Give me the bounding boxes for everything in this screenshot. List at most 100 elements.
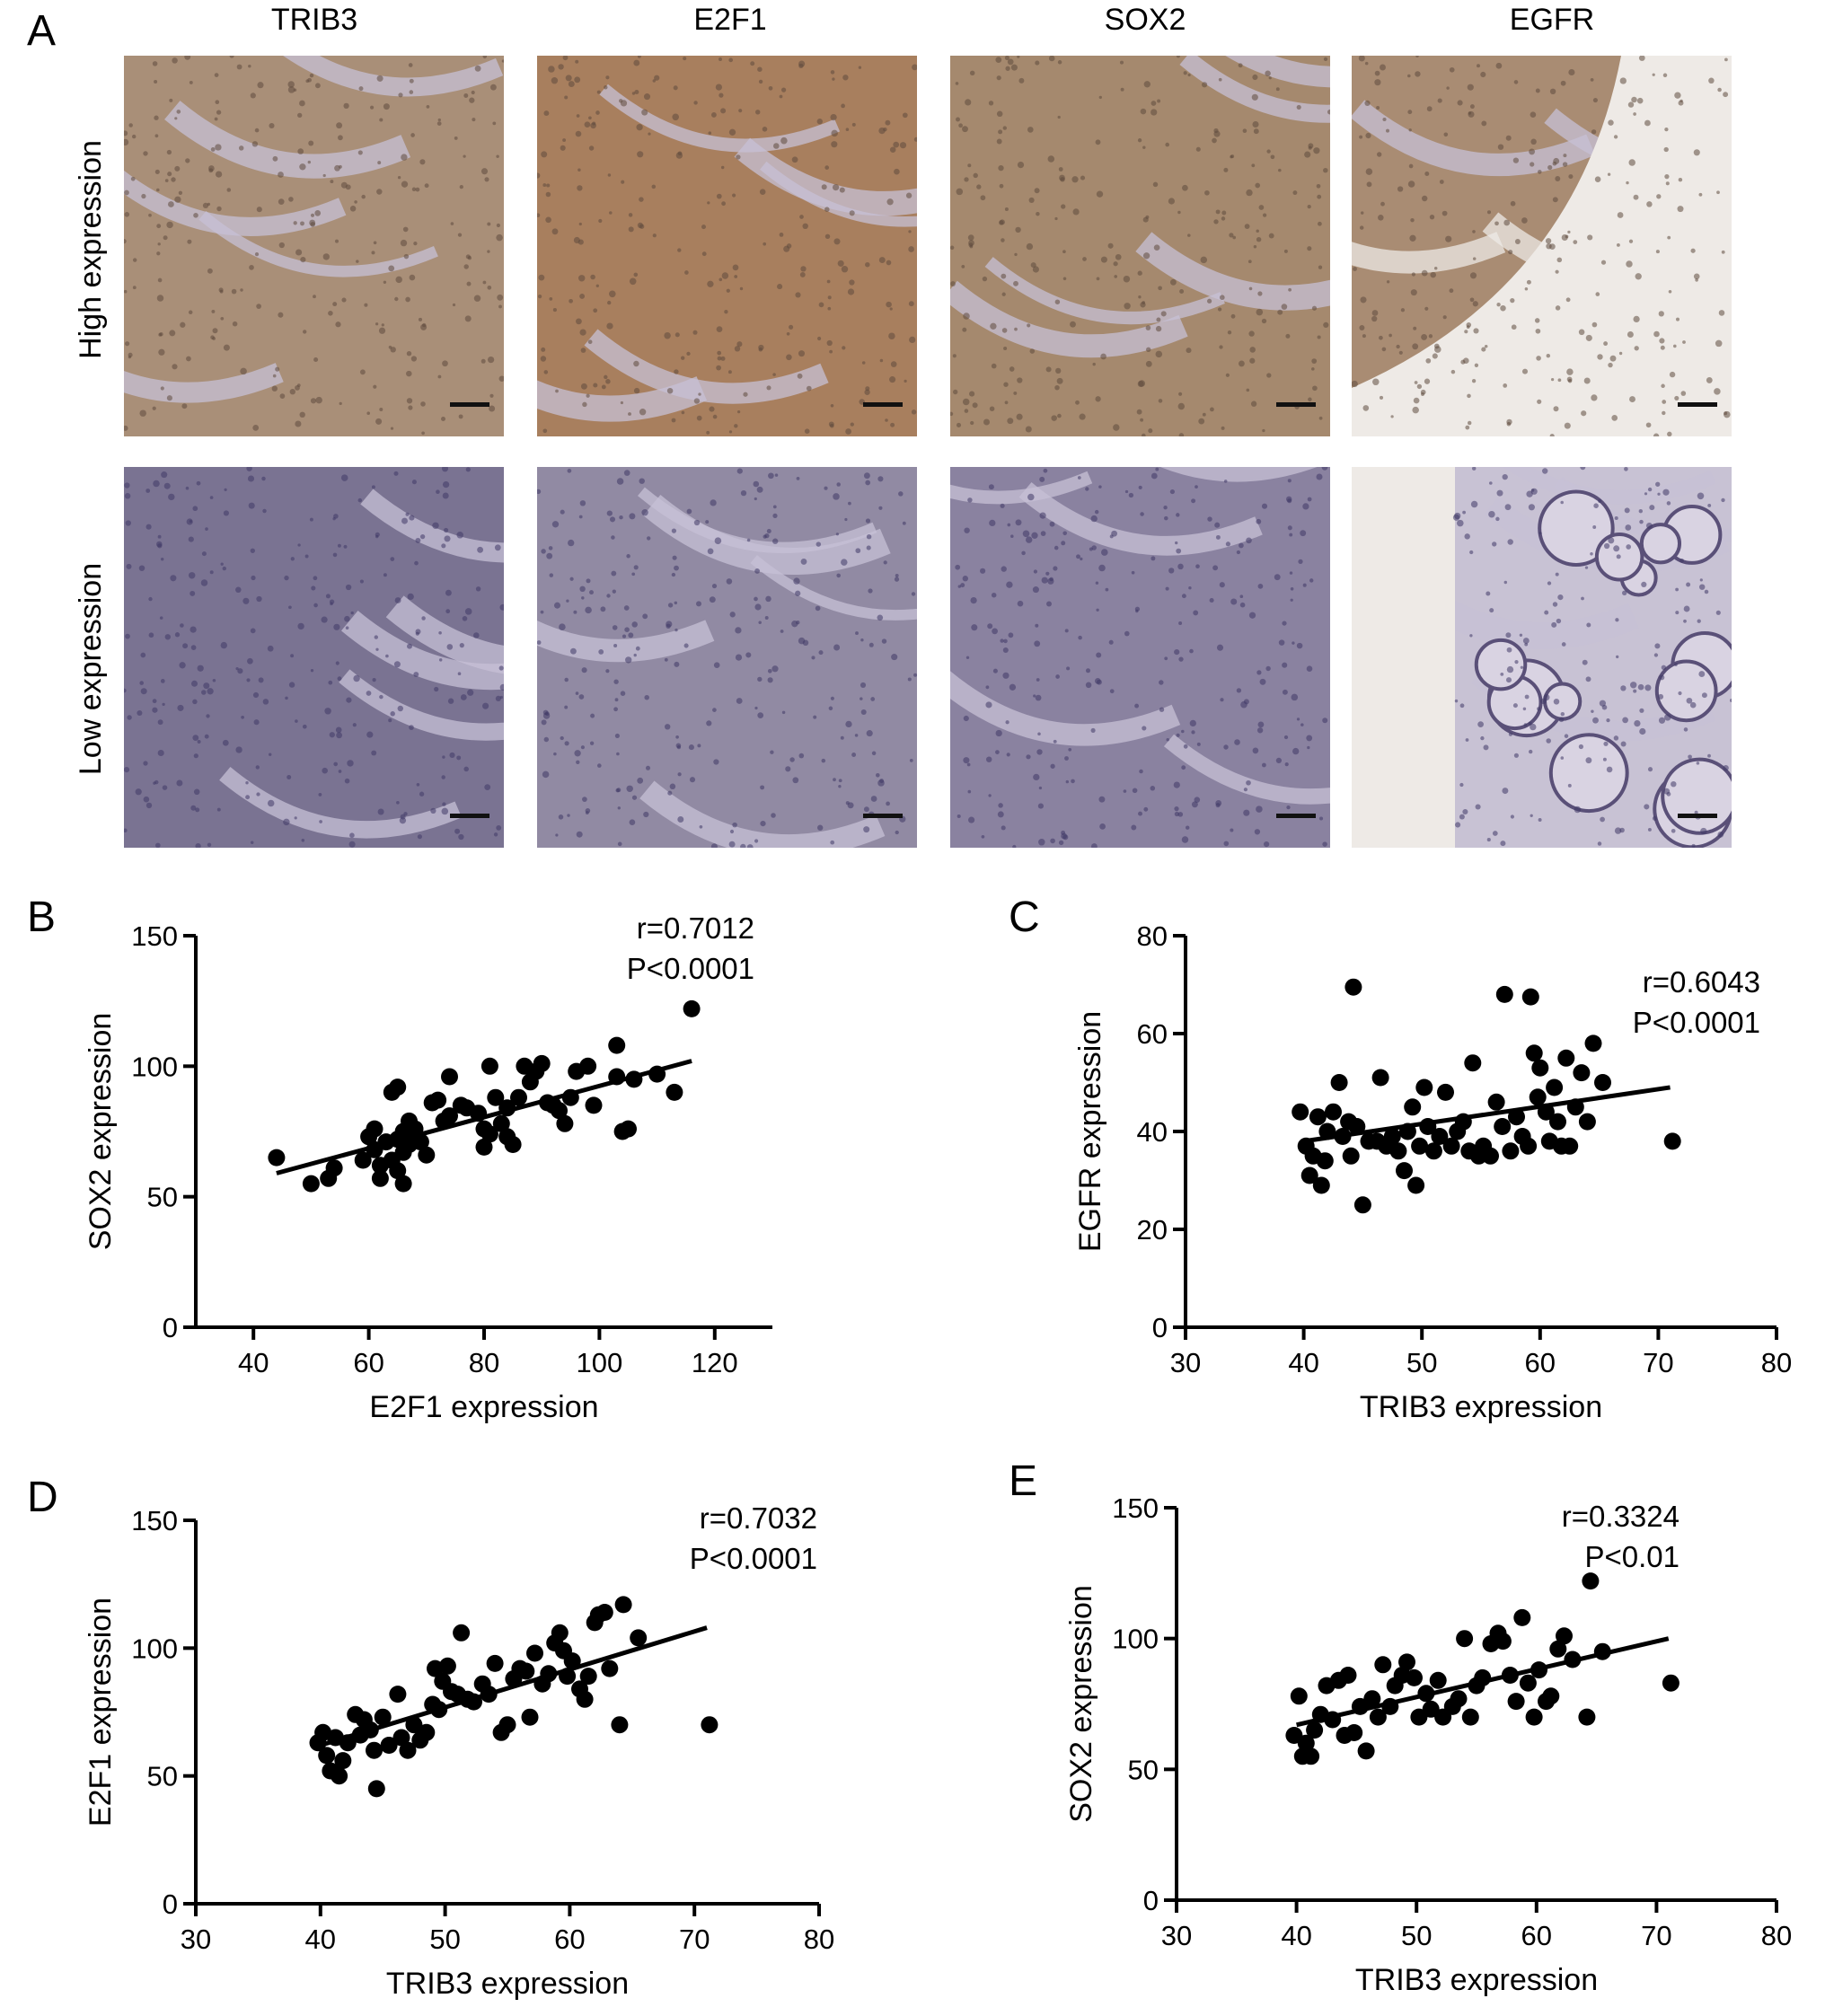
nucleus-dot xyxy=(1039,476,1045,482)
nucleus-dot xyxy=(1143,81,1151,88)
nucleus-dot xyxy=(1613,135,1618,139)
nucleus-dot xyxy=(888,332,895,339)
data-point xyxy=(1415,1078,1433,1096)
data-point xyxy=(1309,1108,1327,1126)
nucleus-dot xyxy=(553,602,561,609)
nucleus-dot xyxy=(411,480,417,485)
nucleus-dot xyxy=(252,691,260,699)
nucleus-dot xyxy=(607,173,612,177)
nucleus-dot xyxy=(1026,754,1031,760)
nucleus-dot xyxy=(1628,239,1634,243)
nucleus-dot xyxy=(1592,525,1597,529)
nucleus-dot xyxy=(1323,57,1328,62)
nucleus-dot xyxy=(1636,97,1644,104)
nucleus-dot xyxy=(190,626,197,633)
x-axis-title: TRIB3 expression xyxy=(1355,1963,1598,1997)
y-tick-label: 40 xyxy=(1137,1116,1168,1148)
nucleus-dot xyxy=(683,643,689,648)
data-point xyxy=(374,1708,392,1726)
nucleus-dot xyxy=(710,843,718,848)
micrograph-e2f1-high xyxy=(537,56,917,436)
nucleus-dot xyxy=(322,173,326,178)
nucleus-dot xyxy=(211,309,216,313)
nucleus-dot xyxy=(1090,727,1096,733)
nucleus-dot xyxy=(405,296,410,303)
nucleus-dot xyxy=(728,57,734,63)
nucleus-dot xyxy=(215,100,220,105)
nucleus-dot xyxy=(1230,828,1234,832)
nucleus-dot xyxy=(1481,120,1487,127)
nucleus-dot xyxy=(1251,163,1256,168)
nucleus-dot xyxy=(1653,433,1660,436)
nucleus-dot xyxy=(1550,377,1555,382)
nucleus-dot xyxy=(1169,278,1177,286)
nucleus-dot xyxy=(261,476,266,481)
scale-bar xyxy=(1678,402,1717,407)
nucleus-dot xyxy=(1457,100,1463,106)
nucleus-dot xyxy=(1265,70,1271,77)
nucleus-dot xyxy=(1281,304,1288,310)
nucleus-dot xyxy=(1546,738,1551,744)
nucleus-dot xyxy=(441,543,446,549)
nucleus-dot xyxy=(359,579,364,584)
nucleus-dot xyxy=(996,138,1002,145)
nucleus-dot xyxy=(1676,317,1680,321)
nucleus-dot xyxy=(472,118,476,122)
nucleus-dot xyxy=(1658,717,1666,724)
stroma-streak xyxy=(950,280,1188,358)
nucleus-dot xyxy=(1663,146,1669,153)
nucleus-dot xyxy=(866,545,871,550)
nucleus-dot xyxy=(272,155,278,162)
nucleus-dot xyxy=(415,187,420,192)
nucleus-dot xyxy=(1362,405,1370,411)
data-point xyxy=(1578,1113,1596,1131)
nucleus-dot xyxy=(1378,215,1384,221)
nucleus-dot xyxy=(223,344,230,351)
nucleus-dot xyxy=(207,688,214,695)
nucleus-dot xyxy=(242,597,250,604)
nucleus-dot xyxy=(1219,345,1223,349)
nucleus-dot xyxy=(538,274,545,281)
nucleus-dot xyxy=(1259,678,1266,685)
nucleus-dot xyxy=(850,422,854,427)
nucleus-dot xyxy=(139,409,146,417)
nucleus-dot xyxy=(1123,789,1127,793)
nucleus-dot xyxy=(1457,519,1464,527)
nucleus-dot xyxy=(1530,138,1537,145)
nucleus-dot xyxy=(633,565,639,570)
nucleus-dot xyxy=(1006,581,1013,588)
data-point xyxy=(492,1114,510,1132)
nucleus-dot xyxy=(1486,591,1491,596)
nucleus-dot xyxy=(1555,176,1561,181)
nucleus-dot xyxy=(1029,348,1036,354)
nucleus-dot xyxy=(1555,305,1561,311)
nucleus-dot xyxy=(124,212,130,217)
nucleus-dot xyxy=(174,165,181,172)
nucleus-dot xyxy=(1600,260,1607,265)
nucleus-dot xyxy=(1591,129,1597,135)
nucleus-dot xyxy=(605,669,610,673)
nucleus-dot xyxy=(1007,523,1011,527)
nucleus-dot xyxy=(666,387,674,394)
nucleus-dot xyxy=(1155,325,1162,332)
data-point xyxy=(1407,1176,1425,1194)
nucleus-dot xyxy=(1708,77,1715,84)
nucleus-dot xyxy=(1288,287,1292,292)
nucleus-dot xyxy=(648,132,651,136)
nucleus-dot xyxy=(196,480,201,486)
nucleus-dot xyxy=(562,138,567,142)
nucleus-dot xyxy=(1407,74,1411,78)
nucleus-dot xyxy=(1009,366,1015,372)
nucleus-dot xyxy=(182,643,189,649)
nucleus-dot xyxy=(278,242,285,249)
nucleus-dot xyxy=(413,241,418,246)
nucleus-dot xyxy=(596,90,601,94)
nucleus-dot xyxy=(799,215,804,219)
nucleus-dot xyxy=(204,734,209,739)
nucleus-dot xyxy=(1562,162,1568,167)
nucleus-dot xyxy=(1051,415,1057,421)
nucleus-dot xyxy=(881,638,887,644)
nucleus-dot xyxy=(1641,581,1647,588)
nucleus-dot xyxy=(830,113,837,121)
nucleus-dot xyxy=(1210,407,1214,412)
